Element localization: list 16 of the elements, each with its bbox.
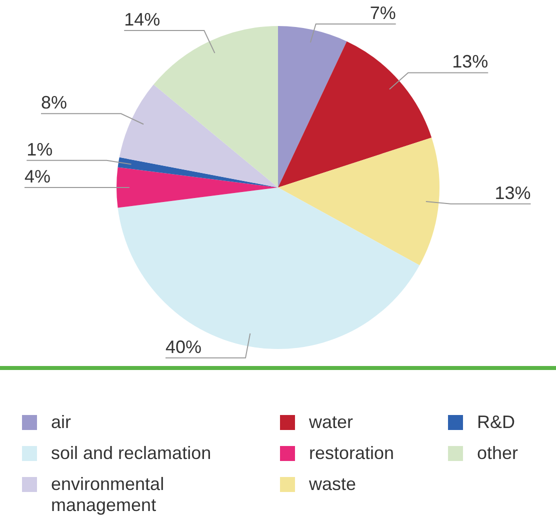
legend-label: restoration [309,443,394,464]
data-label: 8% [41,92,68,113]
legend-label: soil and reclamation [51,443,212,464]
legend-label: air [51,412,72,433]
data-label: 4% [24,166,51,186]
legend-label: other [477,443,518,464]
legend-label: water [309,412,354,433]
data-label: 13% [452,52,488,72]
legend-label: R&D [477,412,516,433]
legend-label: waste [309,474,356,495]
data-label: 7% [370,2,396,23]
legend-label: environmental management [51,474,166,516]
data-label: 40% [165,336,202,357]
data-label: 14% [124,9,160,30]
data-label: 1% [26,139,53,160]
data-label: 13% [494,182,531,203]
